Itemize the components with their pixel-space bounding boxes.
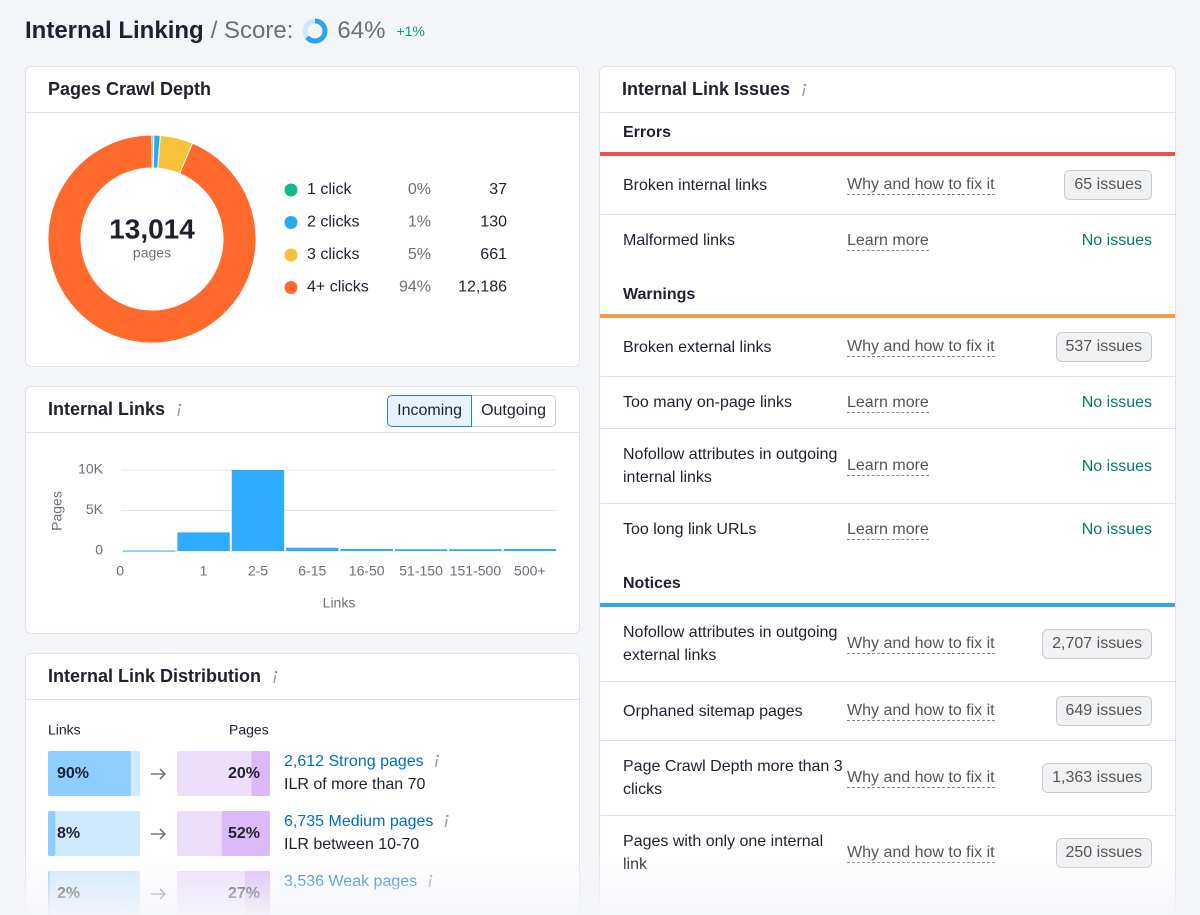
card-header: Pages Crawl Depth — [26, 67, 579, 113]
group-title: Errors — [623, 123, 672, 141]
help-link[interactable]: Learn more — [847, 520, 929, 540]
no-issues: No issues — [1081, 457, 1152, 475]
issues-card: Internal Link Issues Errors Broken intern… — [599, 66, 1176, 915]
issue-row: Nofollow attributes in outgoing internal… — [600, 428, 1175, 503]
group-header: Warnings — [600, 266, 1175, 318]
issues-badge[interactable]: 1,363 issues — [1042, 763, 1152, 793]
help-link[interactable]: Why and how to fix it — [847, 769, 995, 788]
issue-name: Too long link URLs — [623, 521, 757, 538]
issue-name: Nofollow attributes in outgoing external… — [623, 624, 838, 664]
score-value: 64% — [337, 17, 386, 44]
no-issues: No issues — [1081, 232, 1152, 249]
issues-badge[interactable]: 649 issues — [1055, 696, 1152, 726]
card-title: Internal Links — [48, 399, 166, 419]
help-link[interactable]: Why and how to fix it — [847, 635, 995, 654]
issue-name: Broken external links — [623, 338, 772, 356]
header: Internal Linking / Score: 64% +1% — [25, 16, 425, 46]
issue-row: Too many on-page links Learn more No issue… — [600, 376, 1175, 428]
group-header: Notices — [600, 555, 1175, 607]
issue-row: Malformed links Learn more No issues — [600, 214, 1175, 266]
card-title: Internal Link Issues — [622, 79, 791, 99]
card-header: Internal Link Issues — [600, 67, 1175, 113]
issue-row: Orphaned sitemap pages Why and how to fix… — [600, 681, 1175, 740]
issue-name: Broken internal links — [623, 176, 768, 194]
help-link[interactable]: Learn more — [847, 393, 929, 413]
info-icon[interactable] — [271, 670, 279, 684]
issue-name: Malformed links — [623, 232, 736, 249]
issue-name: Page Crawl Depth more than 3 clicks — [623, 758, 843, 798]
card-header: Internal Links — [26, 387, 579, 433]
issues-badge[interactable]: 250 issues — [1055, 838, 1152, 868]
ring-value — [302, 18, 328, 44]
page-title: Internal Linking — [25, 17, 204, 44]
help-link[interactable]: Why and how to fix it — [847, 702, 995, 721]
issue-row: Too long link URLs Learn more No issues — [600, 503, 1175, 555]
score-change: +1% — [396, 23, 425, 39]
score-ring — [302, 18, 328, 44]
tab[interactable]: Incoming — [387, 395, 473, 427]
help-link[interactable]: Why and how to fix it — [847, 844, 995, 863]
info-icon[interactable] — [175, 403, 183, 417]
internal-links-card: Internal Links Incoming Outgoing — [25, 386, 580, 634]
issue-name: Orphaned sitemap pages — [623, 702, 803, 720]
no-issues: No issues — [1081, 394, 1152, 411]
issue-row: Broken internal links Why and how to fix … — [600, 156, 1175, 214]
issue-row: Nofollow attributes in outgoing external… — [600, 607, 1175, 681]
issues-badge[interactable]: 2,707 issues — [1042, 629, 1152, 659]
issue-name: Pages with only one internal link — [623, 833, 824, 873]
tabs: Incoming Outgoing — [387, 395, 556, 427]
card-title: Internal Link Distribution — [48, 666, 262, 686]
issue-name: Nofollow attributes in outgoing internal… — [623, 446, 838, 486]
issues-badge[interactable]: 537 issues — [1055, 332, 1152, 362]
group-header: Errors — [600, 113, 1175, 156]
group-title: Warnings — [623, 286, 696, 303]
no-issues: No issues — [1081, 521, 1152, 538]
crawl-depth-card: Pages Crawl Depth — [25, 66, 580, 367]
info-icon[interactable] — [800, 83, 808, 97]
issue-row: Broken external links Why and how to fix … — [600, 318, 1175, 376]
issue-row: Page Crawl Depth more than 3 clicks Why a… — [600, 740, 1175, 815]
tab[interactable]: Outgoing — [472, 395, 556, 427]
issues-badge[interactable]: 65 issues — [1064, 170, 1152, 200]
help-link[interactable]: Learn more — [847, 457, 929, 476]
help-link[interactable]: Learn more — [847, 231, 929, 251]
card-title: Pages Crawl Depth — [48, 79, 212, 99]
issue-row: Pages with only one internal link Why and… — [600, 815, 1175, 890]
help-link[interactable]: Why and how to fix it — [847, 176, 995, 195]
help-link[interactable]: Why and how to fix it — [847, 338, 995, 357]
distribution-card: Internal Link Distribution — [25, 653, 580, 915]
issue-name: Too many on-page links — [623, 394, 792, 411]
group-title: Notices — [623, 575, 681, 592]
card-header: Internal Link Distribution — [26, 654, 579, 700]
score-label: / Score: — [210, 17, 294, 44]
